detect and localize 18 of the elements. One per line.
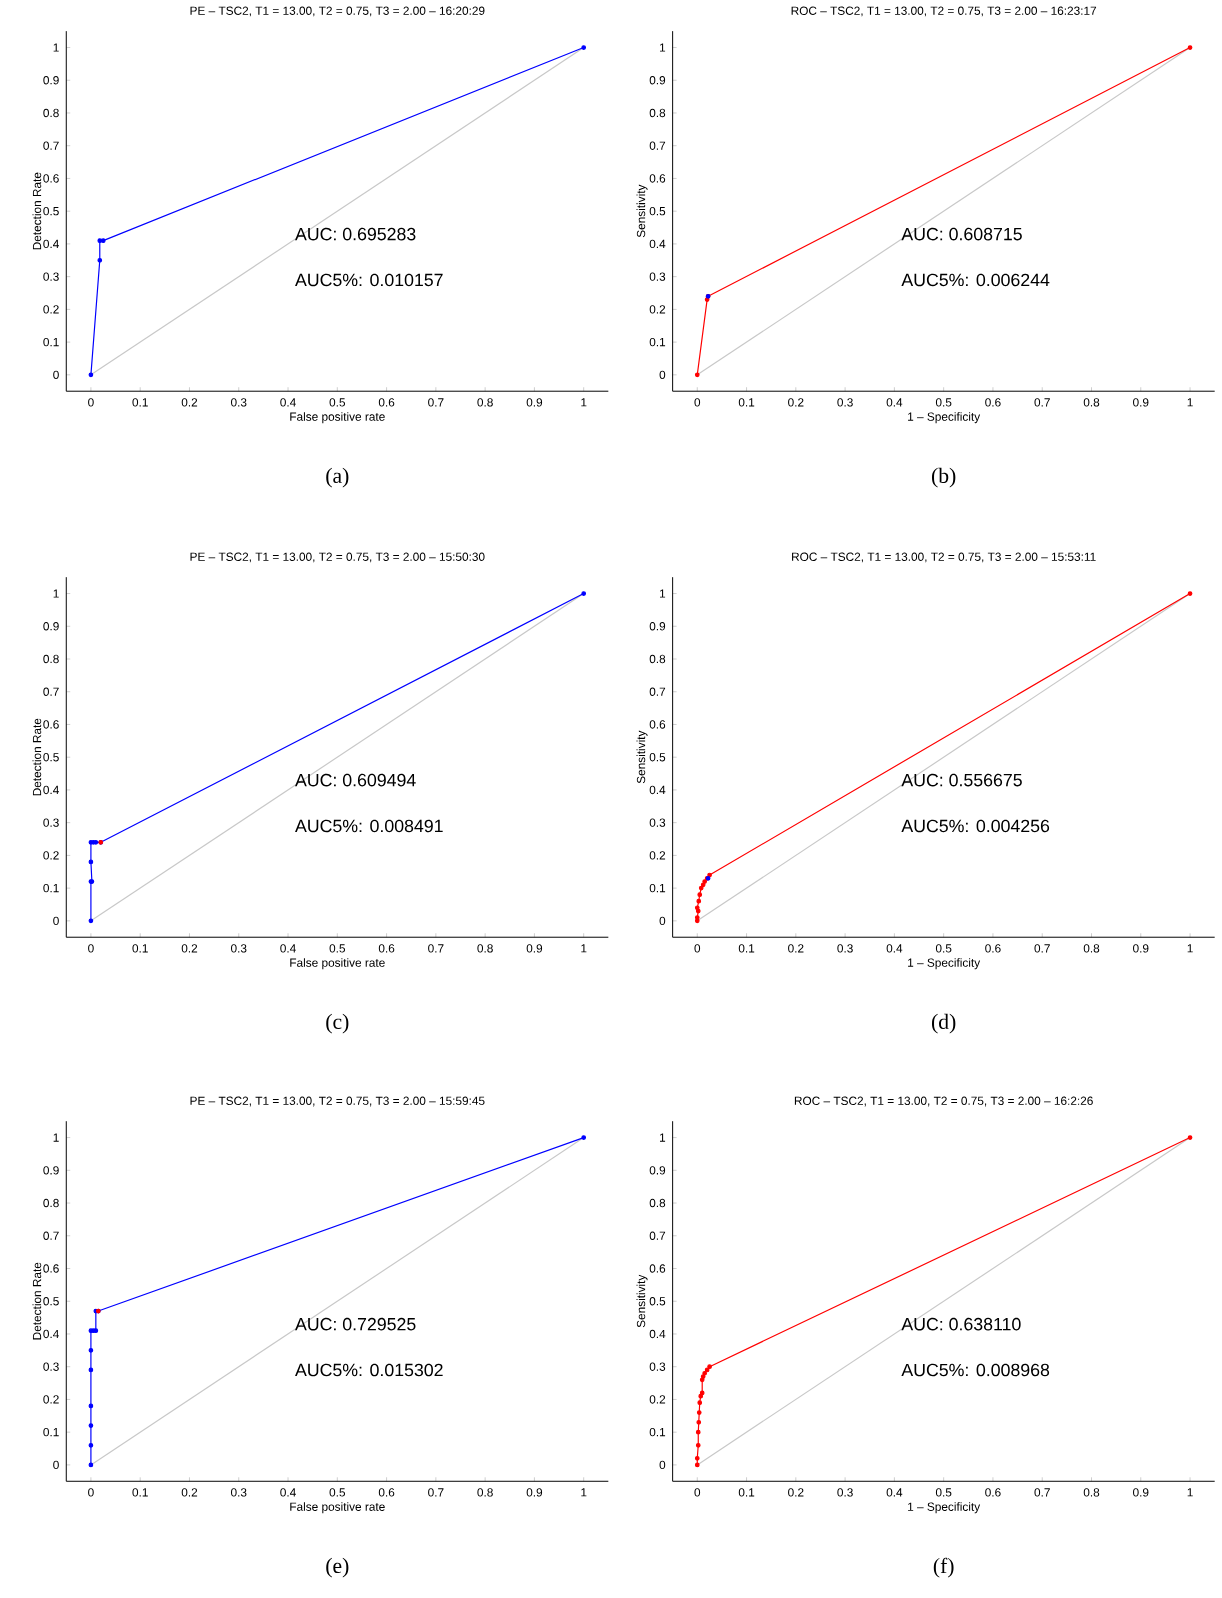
text: (c): [325, 1013, 349, 1034]
annotation: AUC5%: 0.015302: [294, 1363, 443, 1377]
annotation: AUC5%: 0.010157: [294, 273, 443, 287]
text: (d): [931, 1013, 956, 1034]
annotation: AUC: 0.609494: [294, 773, 416, 787]
annotation: AUC5%: 0.008968: [901, 1363, 1049, 1377]
annotation: AUC: 0.638110: [901, 1317, 1021, 1331]
annotation: AUC5%: 0.004256: [901, 819, 1049, 833]
text: (e): [325, 1557, 349, 1578]
text: (a): [325, 467, 349, 488]
annotation: AUC: 0.729525: [294, 1317, 416, 1331]
text: (f): [933, 1557, 954, 1578]
annotation: AUC5%: 0.006244: [901, 273, 1050, 287]
text: (b): [931, 467, 956, 488]
annotation: AUC: 0.608715: [901, 227, 1022, 241]
annotation: AUC: 0.695283: [294, 227, 416, 241]
annotation: AUC: 0.556675: [901, 773, 1022, 787]
annotation: AUC5%: 0.008491: [294, 819, 443, 833]
